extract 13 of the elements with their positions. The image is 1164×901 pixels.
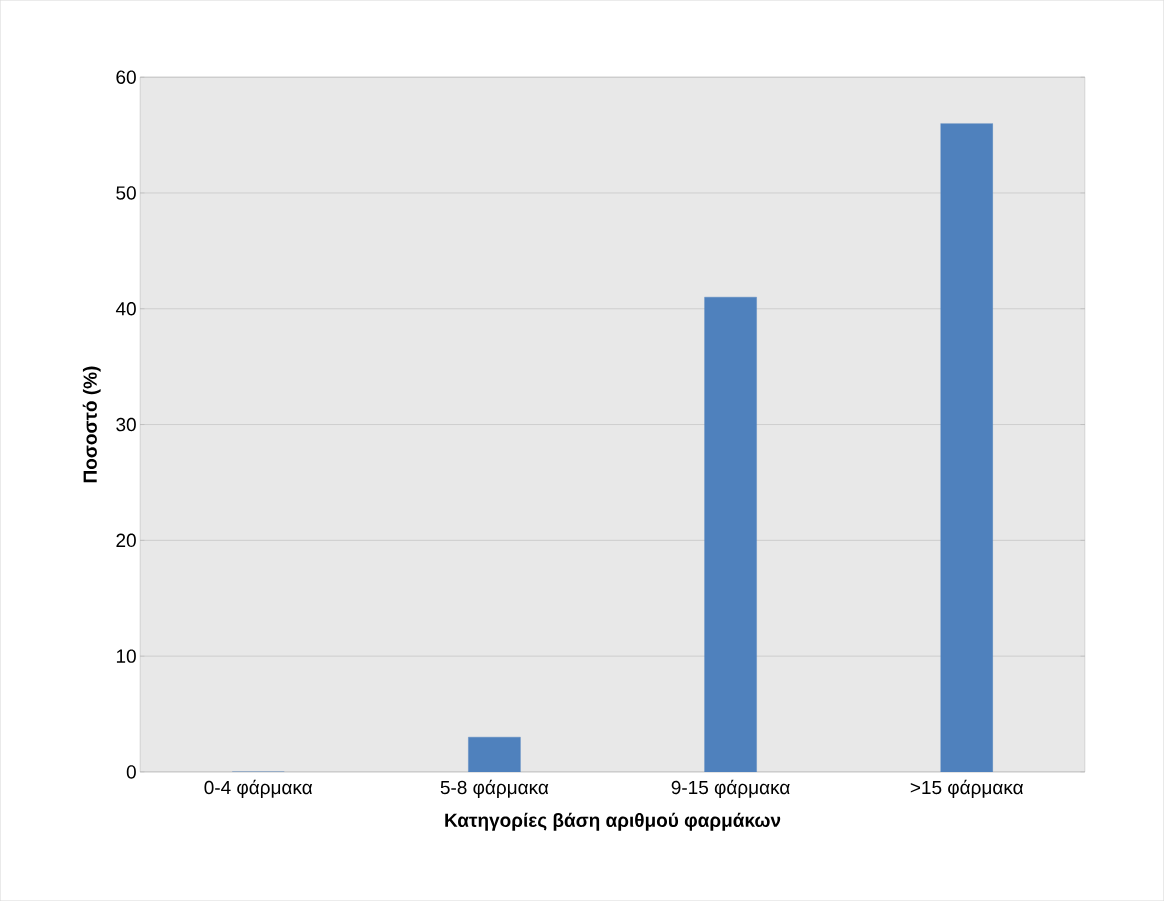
y-tick-label: 50	[116, 186, 136, 200]
y-tick-label: 40	[115, 301, 136, 316]
x-tick-label: >15 φάρμακα	[910, 779, 1024, 798]
y-tick-label: 30	[116, 417, 136, 432]
x-tick-label: 5-8 φάρμακα	[440, 779, 549, 798]
y-axis-title: Ποσοστό (%)	[82, 366, 101, 483]
x-axis-title: Κατηγορίες βάση αριθμού φαρμάκων	[445, 812, 781, 831]
x-tick-label: 0-4 φάρμακα	[204, 779, 313, 798]
y-tick-label: 60	[116, 70, 136, 84]
x-tick-label: 9-15 φάρμακα	[671, 779, 790, 798]
y-tick-label: 20	[116, 533, 136, 548]
y-tick-label: 10	[116, 649, 136, 663]
y-tick-label: 0	[126, 765, 136, 779]
